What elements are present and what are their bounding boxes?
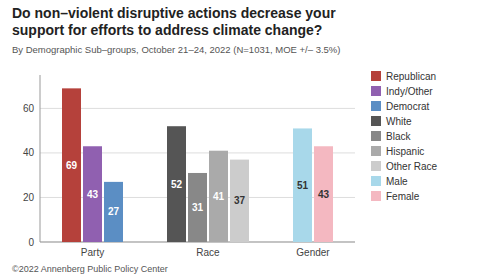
y-tick-label: 0 [28, 237, 34, 248]
bars [62, 88, 333, 242]
title-line: support for efforts to address climate c… [12, 22, 322, 38]
x-tick-label: Race [196, 247, 220, 258]
legend-swatch [371, 131, 381, 141]
y-tick-label: 20 [23, 192, 35, 203]
x-tick-label: Gender [296, 247, 330, 258]
data-label: 27 [108, 206, 120, 217]
grid [40, 108, 355, 242]
y-axis-line [40, 75, 41, 242]
data-label: 69 [66, 160, 78, 171]
legend-swatch [371, 191, 381, 201]
title-line: Do non–violent disruptive actions decrea… [12, 5, 336, 21]
data-label: 37 [234, 195, 246, 206]
bar [83, 146, 102, 242]
data-labels: 69 43 27 52 31 41 37 51 43 [66, 160, 330, 218]
bar [62, 88, 81, 242]
title: Do non–violent disruptive actions decrea… [12, 5, 336, 38]
grid-line [40, 108, 355, 109]
bar [104, 182, 123, 242]
bar [188, 173, 207, 242]
legend-swatch [371, 71, 381, 81]
bar [209, 151, 228, 242]
legend-label: White [386, 116, 412, 127]
legend-swatch [371, 86, 381, 96]
subtitle: By Demographic Sub–groups, October 21–24… [12, 44, 340, 55]
data-label: 52 [171, 179, 183, 190]
legend-label: Black [386, 131, 411, 142]
bar [314, 146, 333, 242]
bar [167, 126, 186, 242]
y-tick-label: 60 [23, 103, 35, 114]
legend-swatch [371, 146, 381, 156]
data-label: 41 [213, 191, 225, 202]
chart: Do non–violent disruptive actions decrea… [0, 0, 500, 278]
data-label: 43 [318, 189, 330, 200]
x-tick-label: Party [81, 247, 104, 258]
legend-label: Other Race [386, 161, 438, 172]
bar [230, 160, 249, 242]
y-tick-label: 40 [23, 147, 35, 158]
bar [293, 128, 312, 242]
legend-swatch [371, 161, 381, 171]
footer: ©2022 Annenberg Public Policy Center [12, 264, 168, 274]
legend-swatch [371, 101, 381, 111]
data-label: 31 [192, 202, 204, 213]
legend: Republican Indy/Other Democrat White Black Hi… [371, 71, 438, 202]
legend-label: Indy/Other [386, 86, 433, 97]
legend-swatch [371, 116, 381, 126]
legend-swatch [371, 176, 381, 186]
legend-label: Democrat [386, 101, 430, 112]
data-label: 43 [87, 189, 99, 200]
legend-label: Hispanic [386, 146, 424, 157]
legend-label: Female [386, 191, 420, 202]
legend-label: Republican [386, 71, 436, 82]
data-label: 51 [297, 180, 309, 191]
legend-label: Male [386, 176, 408, 187]
